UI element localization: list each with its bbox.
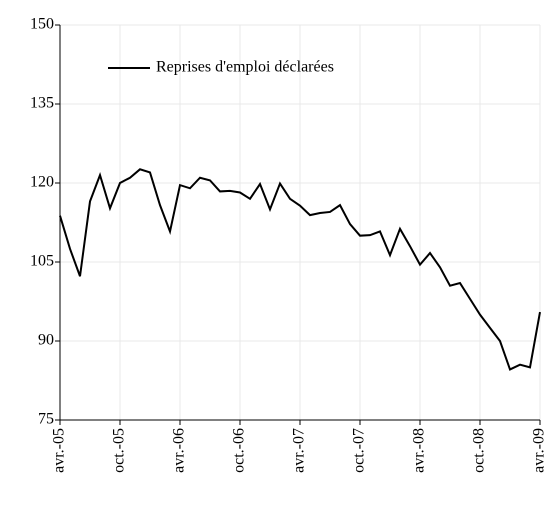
- x-tick-label: avr.-08: [411, 428, 428, 473]
- x-tick-label: oct.-06: [231, 428, 248, 473]
- y-tick-label: 90: [38, 332, 54, 349]
- x-tick-label: avr.-06: [171, 428, 188, 473]
- x-tick-label: oct.-08: [471, 428, 488, 473]
- x-tick-label: oct.-05: [111, 428, 128, 473]
- legend-label: Reprises d'emploi déclarées: [156, 59, 334, 76]
- y-tick-label: 150: [30, 16, 54, 33]
- x-tick-label: avr.-09: [531, 428, 548, 473]
- x-tick-label: avr.-07: [291, 428, 308, 473]
- y-tick-label: 120: [30, 174, 54, 191]
- x-tick-label: avr.-05: [51, 428, 68, 473]
- data-line: [59, 168, 541, 371]
- y-tick-label: 75: [38, 411, 54, 428]
- y-tick-label: 135: [30, 95, 54, 112]
- y-tick-label: 105: [30, 253, 54, 270]
- x-tick-label: oct.-07: [351, 428, 368, 473]
